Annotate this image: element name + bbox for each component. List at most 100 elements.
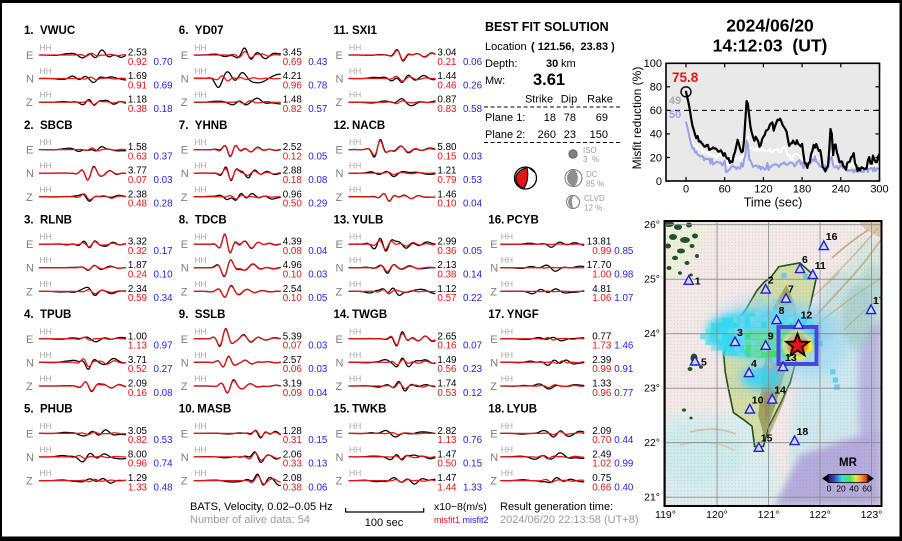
svg-text:0.31: 0.31 (283, 435, 302, 446)
svg-text:16: 16 (826, 231, 838, 243)
svg-text:0.18: 0.18 (283, 175, 303, 186)
svg-text:Strike: Strike (525, 94, 553, 106)
svg-text:Mw:: Mw: (485, 75, 505, 87)
svg-text:0: 0 (827, 484, 832, 494)
svg-text:0.40: 0.40 (614, 482, 634, 493)
svg-text:0.08: 0.08 (154, 388, 174, 399)
svg-text:0.76: 0.76 (463, 435, 483, 446)
svg-text:TPUB: TPUB (40, 309, 71, 321)
svg-text:N: N (336, 168, 344, 180)
svg-text:0.15: 0.15 (437, 151, 457, 162)
svg-text:E: E (181, 334, 188, 346)
svg-text:HH: HH (194, 326, 206, 336)
svg-text:0.05: 0.05 (308, 293, 328, 304)
svg-text:Z: Z (181, 476, 188, 488)
svg-text:0.63: 0.63 (128, 151, 148, 162)
svg-text:N: N (336, 263, 344, 275)
svg-text:HH: HH (349, 326, 361, 336)
svg-text:18: 18 (544, 112, 556, 124)
svg-text:Result generation time:: Result generation time: (500, 501, 613, 513)
svg-text:0.07: 0.07 (128, 175, 147, 186)
svg-text:23: 23 (564, 129, 576, 141)
svg-text:0.77: 0.77 (592, 331, 611, 342)
svg-text:7: 7 (788, 284, 794, 296)
svg-text:Z: Z (336, 97, 343, 109)
svg-text:2.13: 2.13 (437, 260, 457, 271)
svg-text:17: 17 (873, 295, 885, 307)
svg-text:2.57: 2.57 (283, 355, 302, 366)
svg-text:0.97: 0.97 (154, 341, 173, 352)
svg-text:N: N (26, 168, 34, 180)
svg-text:HH: HH (194, 90, 206, 100)
svg-text:0.96: 0.96 (283, 189, 303, 200)
svg-text:1.47: 1.47 (437, 473, 456, 484)
svg-text:HH: HH (40, 374, 52, 384)
svg-text:0.82: 0.82 (283, 104, 302, 115)
svg-text:1.44: 1.44 (437, 71, 457, 82)
svg-text:12.: 12. (334, 120, 350, 132)
svg-text:E: E (181, 145, 188, 157)
svg-text:0.05: 0.05 (308, 151, 328, 162)
svg-text:25°: 25° (644, 274, 660, 286)
svg-text:Depth:: Depth: (485, 58, 517, 70)
svg-text:N: N (26, 452, 34, 464)
svg-text:0.96: 0.96 (128, 459, 148, 470)
svg-text:2.09: 2.09 (128, 379, 147, 390)
svg-text:122°: 122° (809, 509, 831, 521)
svg-text:x10−8(m/s): x10−8(m/s) (434, 501, 487, 513)
svg-text:1.29: 1.29 (128, 473, 147, 484)
svg-text:HH: HH (349, 468, 361, 478)
svg-text:0: 0 (683, 183, 689, 195)
svg-text:1.13: 1.13 (128, 341, 148, 352)
svg-text:Location: Location (485, 41, 527, 53)
svg-text:1.13: 1.13 (437, 435, 457, 446)
svg-text:12 %: 12 % (584, 204, 602, 213)
svg-text:11: 11 (815, 260, 826, 272)
svg-text:HH: HH (501, 350, 513, 360)
svg-text:0.38: 0.38 (283, 482, 303, 493)
svg-text:22°: 22° (644, 437, 660, 449)
svg-text:0.06: 0.06 (283, 364, 303, 375)
svg-text:Z: Z (181, 286, 188, 298)
svg-text:1.58: 1.58 (128, 142, 148, 153)
svg-text:1.00: 1.00 (128, 331, 148, 342)
svg-text:10.: 10. (179, 404, 195, 416)
svg-text:0.85: 0.85 (614, 246, 634, 257)
svg-text:RLNB: RLNB (40, 214, 72, 226)
svg-text:Dip: Dip (561, 94, 578, 106)
svg-text:HH: HH (194, 255, 206, 265)
svg-text:0.58: 0.58 (463, 104, 483, 115)
svg-text:0.03: 0.03 (463, 151, 483, 162)
svg-text:E: E (26, 428, 33, 440)
svg-text:1.87: 1.87 (128, 260, 147, 271)
svg-text:8.: 8. (179, 214, 189, 226)
svg-text:HH: HH (40, 255, 52, 265)
svg-text:2.: 2. (24, 120, 34, 132)
svg-text:( 121.56, 23.83 ): ( 121.56, 23.83 ) (531, 41, 615, 53)
svg-text:14:12:03 (UT): 14:12:03 (UT) (713, 36, 828, 56)
svg-text:11.: 11. (334, 25, 349, 37)
svg-text:15.: 15. (334, 404, 350, 416)
svg-text:30: 30 (546, 58, 558, 70)
svg-text:VWUC: VWUC (40, 25, 75, 37)
svg-text:HH: HH (349, 161, 361, 171)
svg-text:0.26: 0.26 (463, 80, 483, 91)
svg-text:Z: Z (336, 286, 343, 298)
svg-text:misfit1 misfit2: misfit1 misfit2 (434, 515, 489, 525)
svg-text:0.43: 0.43 (308, 57, 328, 68)
svg-text:2.52: 2.52 (283, 142, 302, 153)
svg-text:0.16: 0.16 (437, 341, 457, 352)
svg-text:0.69: 0.69 (283, 57, 302, 68)
svg-text:1.44: 1.44 (437, 482, 457, 493)
svg-text:4: 4 (751, 358, 757, 370)
svg-text:0.12: 0.12 (463, 388, 482, 399)
svg-text:E: E (181, 428, 188, 440)
svg-text:5.80: 5.80 (437, 142, 457, 153)
svg-text:0.24: 0.24 (128, 270, 148, 281)
svg-text:HH: HH (501, 421, 513, 431)
svg-text:8.00: 8.00 (128, 449, 148, 460)
svg-text:2024/06/20 22:13:58 (UT+8): 2024/06/20 22:13:58 (UT+8) (500, 514, 639, 526)
svg-text:3.: 3. (24, 214, 34, 226)
svg-text:HH: HH (349, 232, 361, 242)
svg-text:SSLB: SSLB (195, 309, 226, 321)
